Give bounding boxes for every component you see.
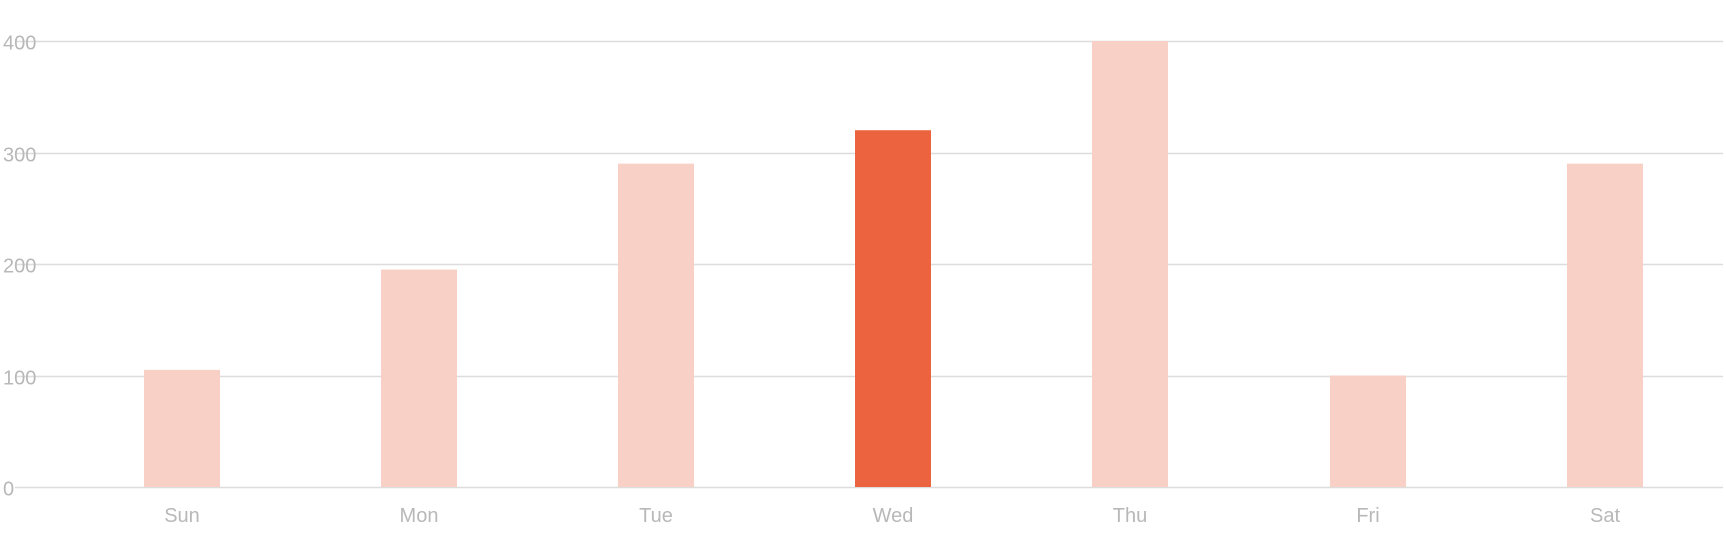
x-tick-label-sun: Sun — [164, 505, 200, 527]
x-tick-label-sat: Sat — [1590, 505, 1620, 527]
y-tick-label-200: 200 — [3, 256, 36, 278]
bar-sun[interactable] — [144, 369, 220, 487]
y-tick-label-0: 0 — [3, 479, 14, 501]
bar-fri[interactable] — [1330, 375, 1406, 488]
x-axis-ticks: Sun Mon Tue Wed Thu Fri Sat — [164, 505, 1620, 527]
bar-mon[interactable] — [381, 269, 457, 487]
bars — [144, 41, 1643, 487]
y-axis-ticks: 0 100 200 300 400 — [3, 33, 36, 501]
y-tick-label-300: 300 — [3, 145, 36, 167]
bar-sat[interactable] — [1567, 163, 1643, 487]
x-tick-label-mon: Mon — [400, 505, 439, 527]
x-tick-label-wed: Wed — [873, 505, 914, 527]
bar-wed[interactable] — [855, 130, 931, 487]
y-tick-label-100: 100 — [3, 368, 36, 390]
x-tick-label-fri: Fri — [1356, 505, 1379, 527]
x-tick-label-thu: Thu — [1113, 505, 1147, 527]
x-tick-label-tue: Tue — [639, 505, 673, 527]
y-tick-label-400: 400 — [3, 33, 36, 55]
bar-tue[interactable] — [618, 163, 694, 487]
bar-thu[interactable] — [1092, 41, 1168, 487]
